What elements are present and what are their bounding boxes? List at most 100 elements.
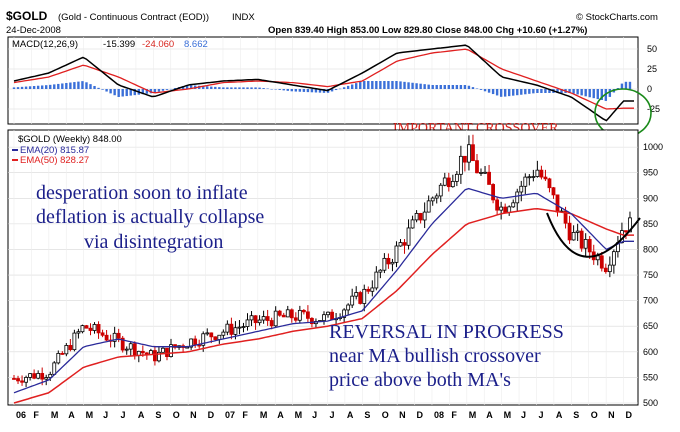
macd-histogram-bar [306,89,310,93]
macd-histogram-bar [503,89,507,97]
ohlc-readout: Open 839.40 High 853.00 Low 829.80 Close… [268,25,587,36]
candle-body [438,184,443,197]
macd-histogram-bar [455,85,459,89]
candle-body [378,269,383,273]
macd-histogram-bar [234,87,237,89]
candle-body [543,176,548,180]
macd-histogram-bar [451,85,455,89]
macd-histogram-bar [540,89,543,93]
x-tick-label: M [504,410,512,420]
macd-histogram-bar [238,87,241,89]
macd-histogram-bar [512,89,515,96]
price-y-tick: 1000 [643,142,663,152]
macd-histogram-bar [24,86,28,89]
candle-body [551,187,556,196]
macd-histogram-bar [584,89,587,97]
macd-histogram-bar [507,89,511,97]
macd-histogram-bar [278,89,281,90]
price-panel [7,129,639,406]
macd-histogram-bar [342,87,346,89]
candle-body [330,311,334,321]
macd-histogram-bar [520,89,523,95]
macd-histogram-bar [218,87,221,89]
candle-body [523,176,528,187]
macd-histogram-bar [246,87,249,89]
candle-body [458,155,463,175]
macd-histogram-bar [69,82,72,89]
macd-histogram-bar [189,85,193,89]
macd-histogram-bar [491,89,495,95]
macd-histogram-bar [185,85,189,89]
x-tick-label: N [399,410,406,420]
macd-histogram-bar [431,85,434,89]
x-tick-label: S [364,410,370,420]
candle-body [293,317,298,321]
candle-body [297,309,302,321]
macd-histogram-bar [133,89,136,96]
candle-body [169,344,173,357]
rounding-bottom-arc [546,212,641,258]
price-y-tick: 600 [643,347,658,357]
candle-body [60,353,65,355]
candle-body [563,210,568,224]
candle-body [153,350,157,362]
candle-body [463,155,467,163]
macd-histogram-bar [226,87,229,89]
candle-body [40,373,45,380]
candle-body [350,295,355,306]
ema20-line [13,187,634,394]
candle-body [475,160,479,174]
candle-body [96,324,101,334]
x-tick-label: F [451,410,457,420]
instrument-name: (Gold - Continuous Contract (EOD)) [58,12,209,23]
macd-histogram-bar [350,84,354,89]
macd-histogram-bar [262,88,265,89]
candle-body [394,245,399,263]
candle-body [575,230,580,233]
candle-body [491,184,495,201]
macd-y-tick: 25 [647,64,657,74]
candle-body [140,350,145,354]
macd-histogram-bar [20,86,24,89]
macd-histogram-bar [628,81,632,89]
candle-body [322,314,326,321]
price-gridlines [8,130,638,405]
x-tick-label: N [190,410,197,420]
stockcharts-watermark: © StockCharts.com [576,12,658,23]
macd-histogram-bar [298,89,302,92]
chart-date: 24-Dec-2008 [6,25,61,36]
candle-body [430,197,435,202]
candle-body [599,255,604,269]
candle-body [624,230,628,233]
candle-body [607,264,612,273]
x-tick-label: M [260,410,268,420]
candle-body [547,178,552,189]
macd-histogram-bar [125,89,128,97]
macd-histogram-bar [334,89,338,91]
macd-histogram-bar [516,89,519,96]
candle-body [161,347,165,353]
candle-body [52,362,57,375]
x-tick-label: S [573,410,579,420]
candle-body [112,332,117,342]
candle-body [499,206,504,211]
macd-histogram-bar [290,89,293,92]
macd-histogram-bar [556,89,559,93]
candle-body [442,177,447,186]
candle-body [269,320,274,327]
candle-body [603,267,608,273]
x-tick-label: A [486,410,493,420]
x-tick-label: O [382,410,389,420]
macd-histogram-bar [49,84,52,89]
x-tick-label: A [347,410,354,420]
macd-histogram-bar [73,82,76,89]
macd-histogram-bar [210,86,213,89]
candle-body [44,377,49,380]
macd-histogram-bar [270,88,273,90]
macd-histogram-bar [479,89,483,90]
candle-body [233,327,238,335]
macd-histogram-bar [129,89,132,96]
macd-histogram-bar [536,89,539,93]
macd-histogram-bar [81,81,84,89]
macd-histogram-bar [467,85,471,89]
